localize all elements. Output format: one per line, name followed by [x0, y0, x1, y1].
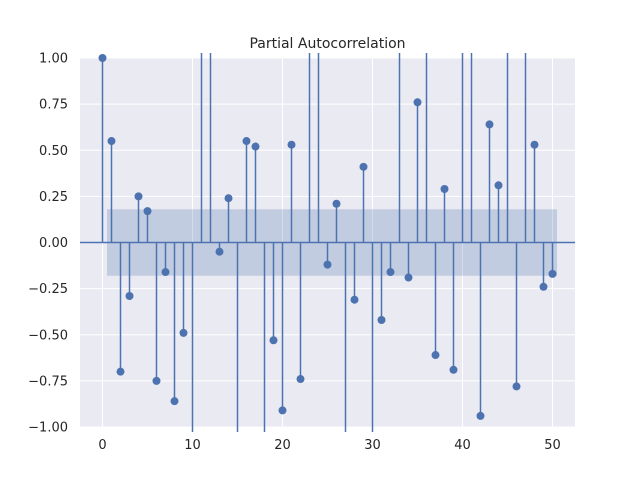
x-tick-label: 30 — [364, 438, 381, 453]
marker-lag-31 — [377, 315, 386, 324]
x-tick-label: 10 — [184, 438, 201, 453]
marker-lag-29 — [359, 162, 368, 171]
y-tick-labels: −1.00 −0.75 −0.50 −0.25 0.00 0.25 0.50 0.75 1.00 — [28, 52, 68, 436]
marker-lag-20 — [278, 406, 287, 415]
y-tick-label: 0.75 — [39, 98, 68, 113]
y-tick-label: −0.25 — [28, 282, 68, 297]
markers — [98, 54, 557, 420]
y-tick-label: 0.25 — [39, 190, 68, 205]
marker-lag-2 — [116, 367, 125, 376]
marker-lag-37 — [431, 351, 440, 360]
marker-lag-19 — [269, 336, 278, 345]
x-tick-label: 50 — [544, 438, 561, 453]
marker-lag-38 — [440, 184, 449, 193]
stems — [101, 53, 554, 432]
marker-lag-50 — [548, 269, 557, 278]
marker-lag-5 — [143, 207, 152, 216]
marker-lag-0 — [98, 54, 107, 62]
marker-lag-13 — [215, 247, 224, 256]
marker-lag-21 — [287, 140, 296, 149]
marker-lag-6 — [152, 376, 161, 385]
marker-lag-39 — [449, 365, 458, 374]
marker-lag-22 — [296, 375, 305, 384]
marker-lag-7 — [161, 268, 170, 277]
marker-lag-9 — [179, 328, 188, 337]
marker-lag-35 — [413, 98, 422, 107]
marker-lag-3 — [125, 292, 134, 301]
marker-lag-17 — [251, 142, 260, 151]
x-tick-label: 40 — [454, 438, 471, 453]
y-tick-label: −1.00 — [28, 421, 68, 436]
marker-lag-26 — [332, 199, 341, 208]
x-tick-label: 0 — [98, 438, 106, 453]
x-tick-label: 20 — [274, 438, 291, 453]
x-tick-labels: 0 10 20 30 40 50 — [98, 438, 560, 453]
marker-lag-48 — [530, 140, 539, 149]
y-tick-label: −0.50 — [28, 328, 68, 343]
y-tick-label: 1.00 — [39, 52, 68, 67]
marker-lag-8 — [170, 397, 179, 406]
marker-lag-4 — [134, 192, 143, 201]
marker-lag-16 — [242, 137, 251, 146]
marker-lag-43 — [485, 120, 494, 129]
y-tick-label: −0.75 — [28, 374, 68, 389]
marker-lag-32 — [386, 268, 395, 277]
marker-lag-44 — [494, 181, 503, 190]
y-tick-label: 0.00 — [39, 236, 68, 251]
y-tick-label: 0.50 — [39, 144, 68, 159]
marker-lag-46 — [512, 382, 521, 391]
marker-lag-14 — [224, 194, 233, 203]
chart-title: Partial Autocorrelation — [249, 36, 405, 52]
marker-lag-34 — [404, 273, 413, 282]
marker-lag-49 — [539, 282, 548, 291]
marker-lag-1 — [107, 137, 116, 146]
marker-lag-42 — [476, 411, 485, 420]
marker-lag-28 — [350, 295, 359, 304]
marker-lag-25 — [323, 260, 332, 269]
